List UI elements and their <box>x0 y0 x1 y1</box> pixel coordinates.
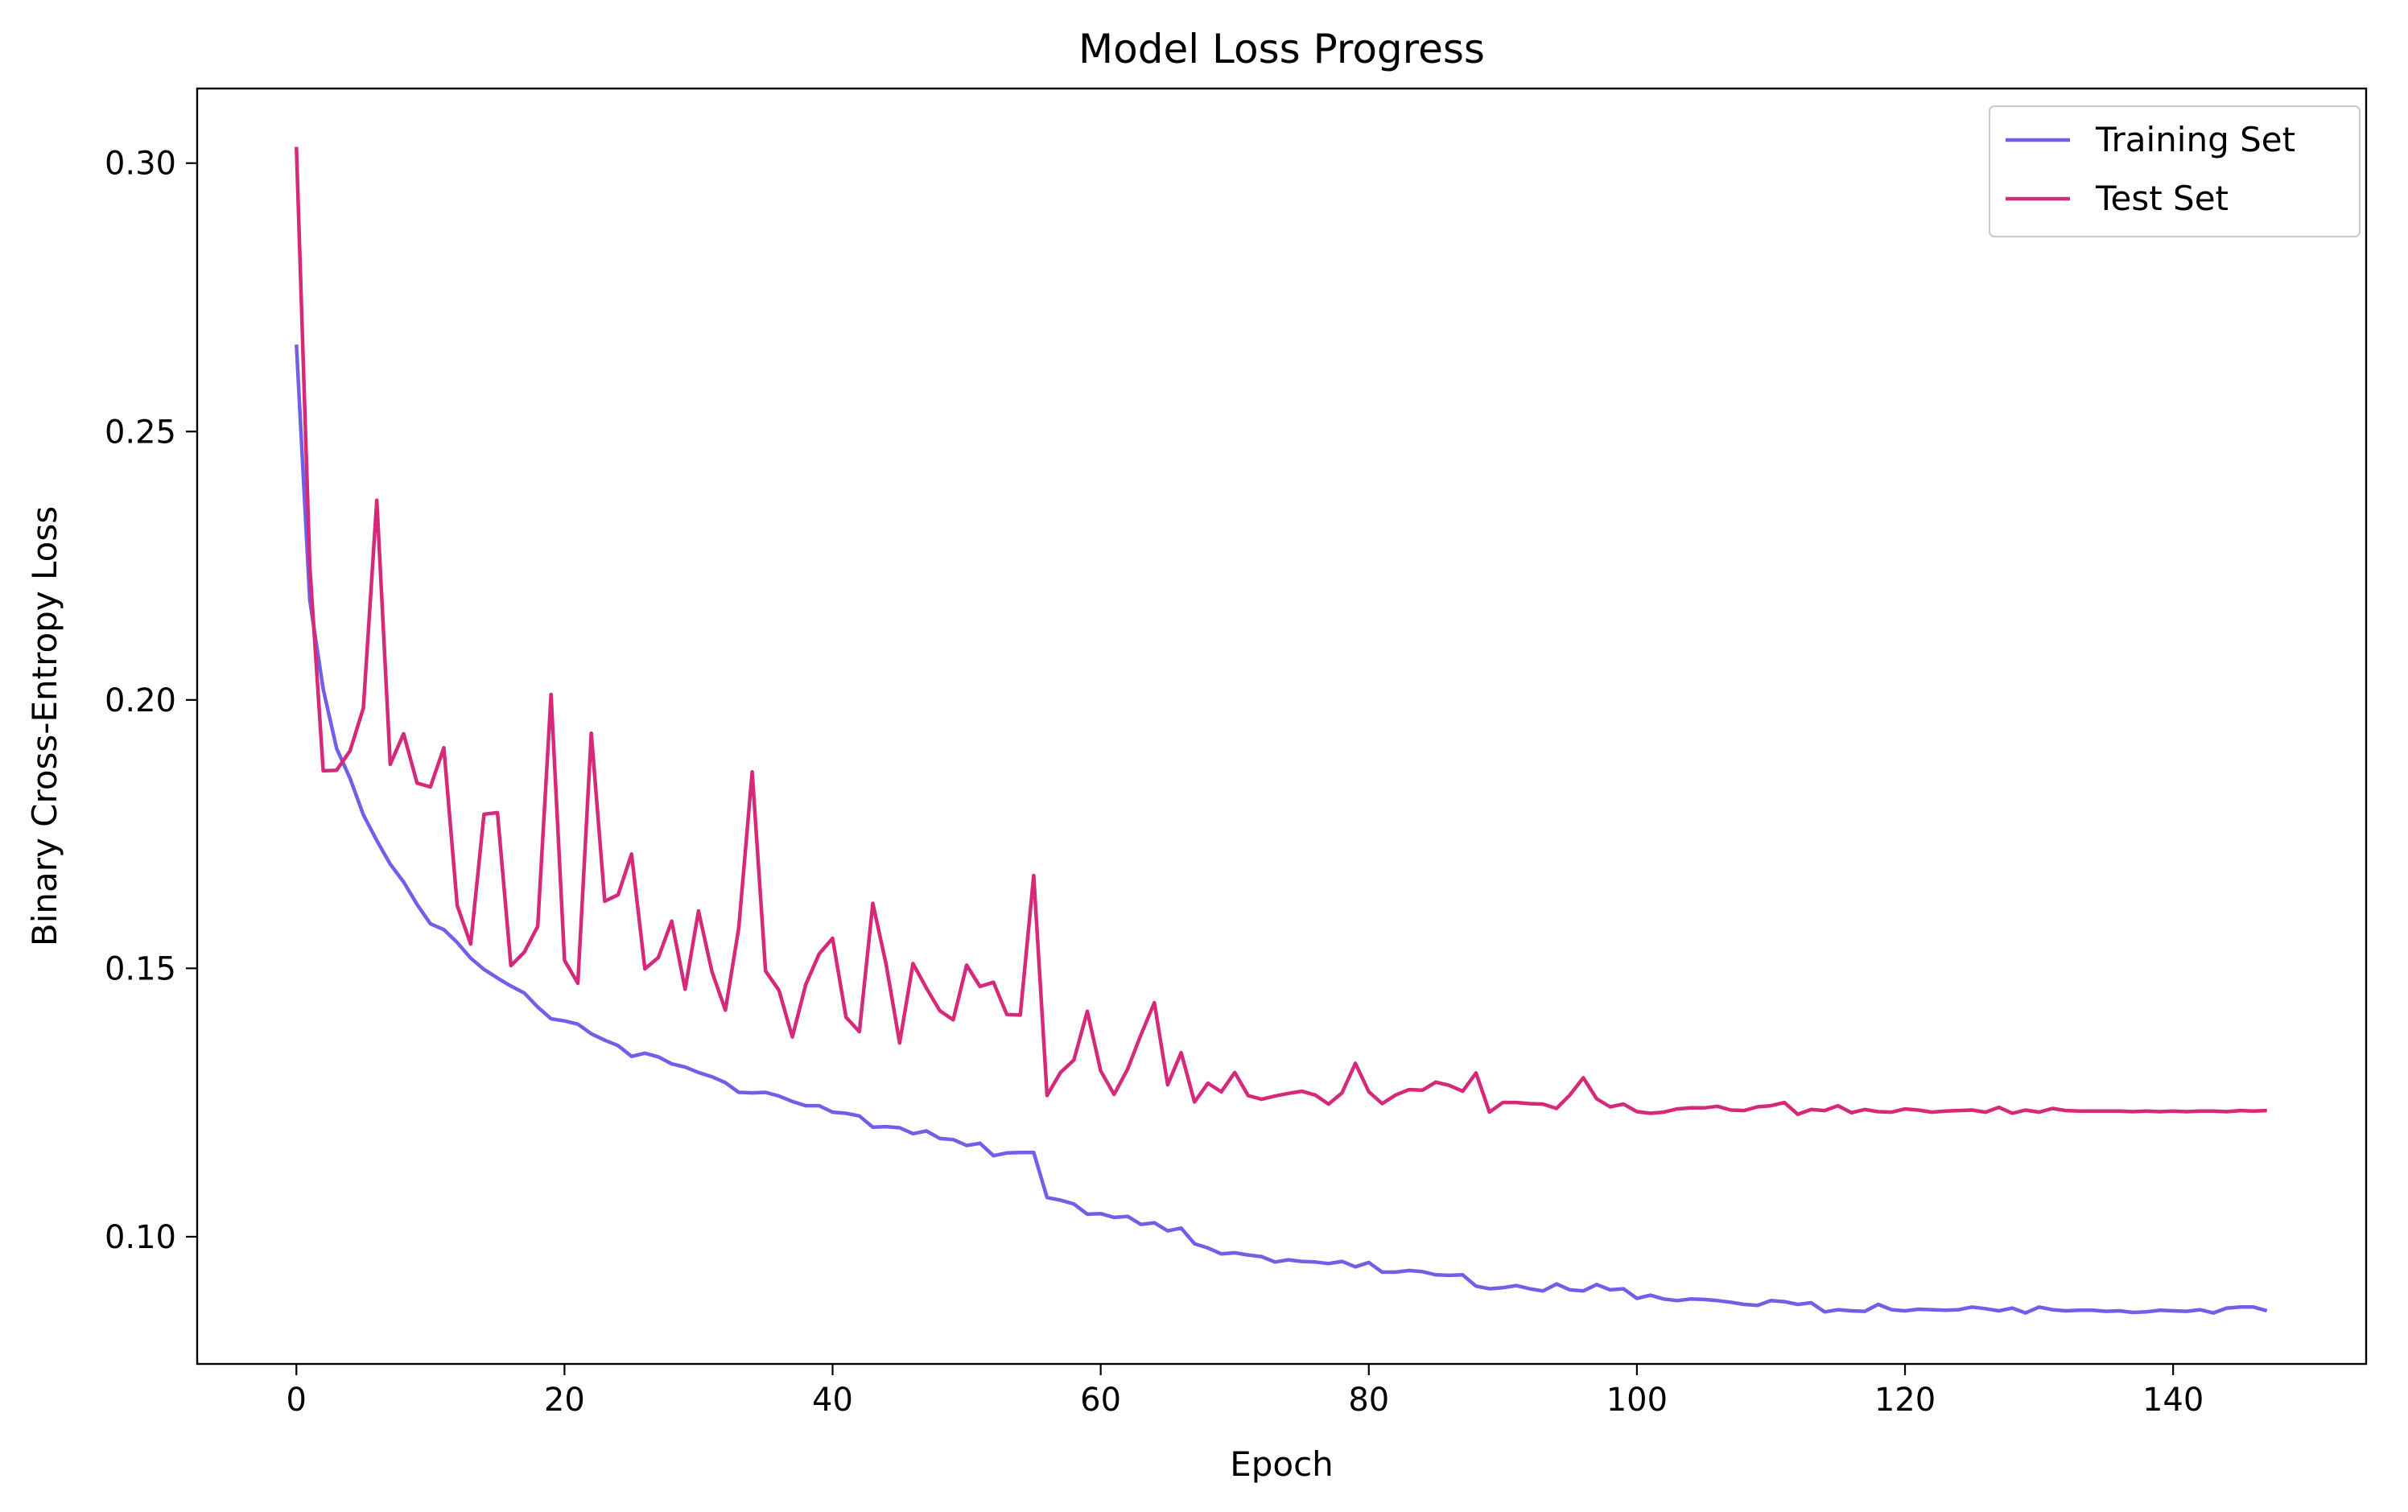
y-axis-label: Binary Cross-Entropy Loss <box>25 506 64 946</box>
x-tick-label: 40 <box>812 1382 853 1419</box>
plot-frame <box>196 87 2368 1366</box>
x-tick-label: 80 <box>1348 1382 1389 1419</box>
series-line-training-set <box>295 344 2268 1315</box>
x-tick-label: 100 <box>1606 1382 1668 1419</box>
x-tick-label: 140 <box>2142 1382 2204 1419</box>
legend-label: Test Set <box>2095 179 2229 218</box>
chart-title: Model Loss Progress <box>1078 26 1485 72</box>
y-tick-label: 0.15 <box>105 950 176 987</box>
x-tick-label: 0 <box>287 1382 307 1419</box>
y-tick-label: 0.30 <box>105 146 176 183</box>
legend-label: Training Set <box>2095 120 2295 159</box>
x-axis-label: Epoch <box>1230 1444 1334 1484</box>
x-tick-label: 120 <box>1874 1382 1936 1419</box>
series-layer <box>295 146 2268 1315</box>
y-tick-label: 0.25 <box>105 414 176 451</box>
series-line-test-set <box>295 146 2267 1117</box>
y-tick-label: 0.10 <box>105 1219 176 1256</box>
y-axis: 0.10 0.15 0.20 0.25 0.30 <box>105 146 197 1256</box>
x-tick-label: 60 <box>1080 1382 1121 1419</box>
y-tick-label: 0.20 <box>105 682 176 719</box>
x-axis: 0 20 40 60 80 100 120 140 <box>287 1364 2204 1419</box>
legend: Training Set Test Set <box>1988 105 2361 238</box>
legend-box <box>1988 105 2361 238</box>
x-tick-label: 20 <box>544 1382 585 1419</box>
